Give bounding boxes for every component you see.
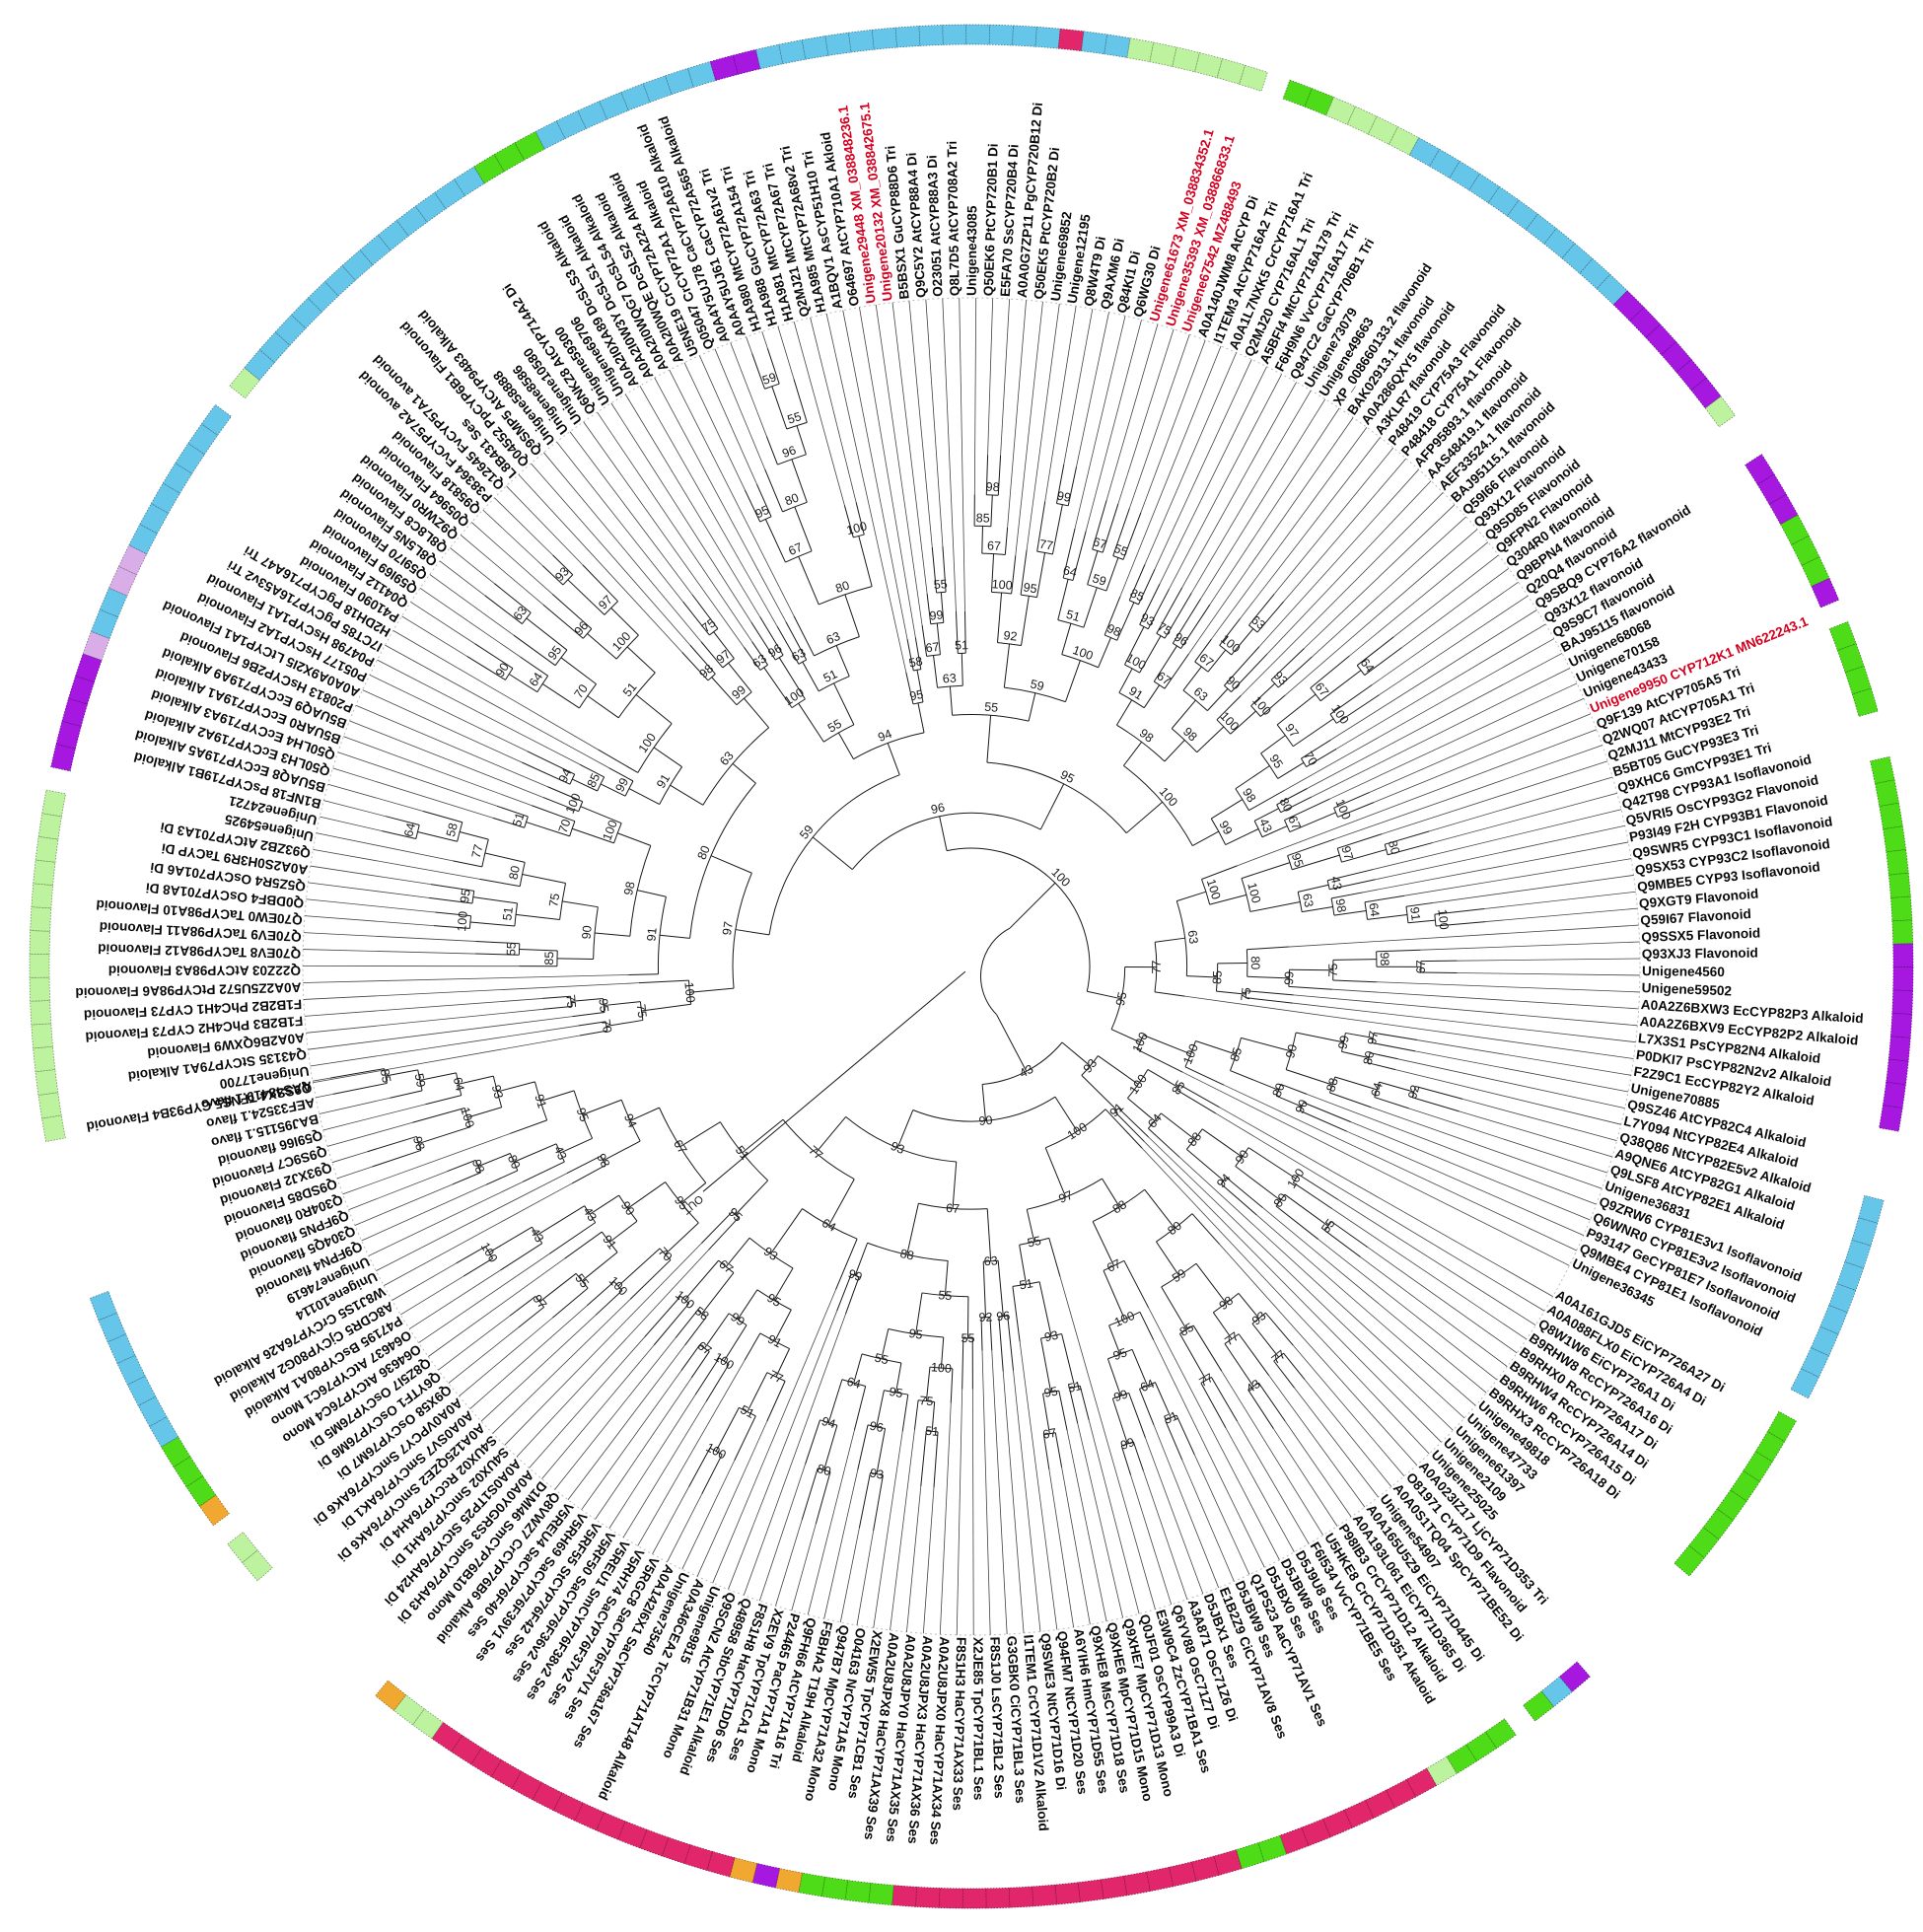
svg-text:96: 96 xyxy=(996,1309,1011,1324)
svg-text:51: 51 xyxy=(500,906,515,921)
svg-text:95: 95 xyxy=(1023,580,1038,596)
svg-text:X2JE85 TpCYP71BL1 Ses: X2JE85 TpCYP71BL1 Ses xyxy=(970,1637,986,1801)
svg-text:Unigene43085: Unigene43085 xyxy=(964,205,980,296)
svg-text:95: 95 xyxy=(908,1326,924,1342)
svg-text:100: 100 xyxy=(455,910,470,932)
svg-text:90: 90 xyxy=(580,925,595,940)
svg-text:63: 63 xyxy=(1185,929,1201,945)
svg-text:75: 75 xyxy=(919,1394,934,1408)
svg-text:55: 55 xyxy=(961,1331,974,1345)
svg-text:85: 85 xyxy=(976,511,990,525)
svg-text:80: 80 xyxy=(506,865,523,881)
svg-text:Q93XJ3 Flavonoid: Q93XJ3 Flavonoid xyxy=(1642,946,1758,962)
svg-text:99: 99 xyxy=(1056,489,1072,505)
svg-text:95: 95 xyxy=(908,687,924,703)
svg-text:63: 63 xyxy=(1300,893,1316,908)
svg-text:98: 98 xyxy=(1378,952,1391,966)
svg-text:95: 95 xyxy=(1113,991,1130,1008)
svg-text:90: 90 xyxy=(978,1113,993,1128)
svg-text:92: 92 xyxy=(1003,628,1018,644)
svg-text:Unigene4560: Unigene4560 xyxy=(1642,964,1725,979)
svg-text:58: 58 xyxy=(908,654,924,670)
svg-text:97: 97 xyxy=(720,920,736,936)
svg-text:67: 67 xyxy=(1041,1426,1057,1442)
svg-text:96: 96 xyxy=(930,801,947,818)
svg-text:93: 93 xyxy=(869,1466,885,1481)
svg-text:85: 85 xyxy=(542,952,556,966)
svg-text:77: 77 xyxy=(1150,961,1164,974)
svg-text:97: 97 xyxy=(1365,1030,1381,1045)
svg-text:100: 100 xyxy=(681,981,697,1003)
svg-text:75: 75 xyxy=(634,1003,650,1019)
svg-text:96: 96 xyxy=(869,1419,885,1436)
svg-text:95: 95 xyxy=(596,998,610,1013)
svg-text:91: 91 xyxy=(644,927,659,942)
svg-text:75: 75 xyxy=(1239,987,1253,1002)
svg-text:67: 67 xyxy=(987,538,1002,553)
svg-text:51: 51 xyxy=(925,1424,940,1439)
svg-text:92: 92 xyxy=(978,1310,993,1324)
svg-text:75: 75 xyxy=(1326,964,1340,977)
svg-text:80: 80 xyxy=(1248,956,1262,969)
svg-text:75: 75 xyxy=(546,893,562,908)
svg-text:99: 99 xyxy=(1335,1035,1352,1050)
svg-text:67: 67 xyxy=(925,640,941,656)
svg-text:85: 85 xyxy=(378,1068,393,1084)
svg-text:77: 77 xyxy=(1038,537,1054,553)
svg-text:91: 91 xyxy=(1407,906,1423,922)
svg-text:63: 63 xyxy=(942,671,957,685)
svg-text:95: 95 xyxy=(889,1385,904,1400)
svg-text:59: 59 xyxy=(412,1072,429,1088)
svg-text:55: 55 xyxy=(938,1288,953,1303)
svg-text:70: 70 xyxy=(599,1018,614,1034)
svg-text:55: 55 xyxy=(984,700,999,715)
svg-text:95: 95 xyxy=(1043,1385,1059,1400)
svg-text:100: 100 xyxy=(931,1360,953,1376)
svg-text:63: 63 xyxy=(983,1253,998,1268)
svg-text:99: 99 xyxy=(1282,971,1297,985)
svg-text:67: 67 xyxy=(946,1201,961,1216)
svg-text:100: 100 xyxy=(1435,908,1451,930)
svg-text:Q22Z03 AtCYP98A3 Flavonoid: Q22Z03 AtCYP98A3 Flavonoid xyxy=(108,963,301,977)
svg-text:67: 67 xyxy=(1414,960,1428,973)
svg-text:64: 64 xyxy=(1366,902,1382,918)
svg-text:93: 93 xyxy=(1043,1328,1060,1345)
svg-text:85: 85 xyxy=(1210,970,1225,985)
svg-text:99: 99 xyxy=(929,608,944,622)
svg-text:Q8L7D5 AtCYP708A2 Tri: Q8L7D5 AtCYP708A2 Tri xyxy=(945,141,962,297)
svg-text:100: 100 xyxy=(991,577,1013,593)
svg-text:51: 51 xyxy=(955,638,968,652)
svg-text:55: 55 xyxy=(504,942,519,956)
svg-text:95: 95 xyxy=(458,889,473,904)
svg-text:75: 75 xyxy=(563,994,578,1009)
svg-text:98: 98 xyxy=(1332,897,1348,913)
svg-text:55: 55 xyxy=(933,577,948,592)
svg-text:98: 98 xyxy=(985,480,1000,495)
svg-text:51: 51 xyxy=(1019,1276,1034,1292)
